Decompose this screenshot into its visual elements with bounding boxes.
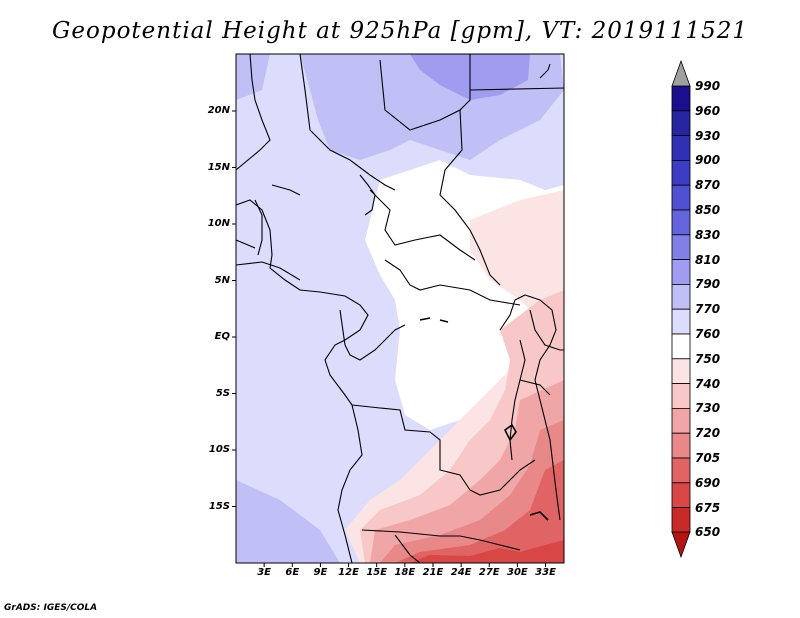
colorbar-box xyxy=(671,159,691,186)
colorbar-box xyxy=(671,184,691,211)
lon-label: 6E xyxy=(285,567,300,578)
lat-label: 10S xyxy=(208,444,230,455)
colorbar-label: 990 xyxy=(695,79,721,93)
colorbar-bottom-arrow xyxy=(671,531,691,559)
field-790-nw xyxy=(236,54,270,100)
field-790-sw xyxy=(236,480,340,563)
lon-label: 9E xyxy=(313,567,328,578)
colorbar-label: 730 xyxy=(695,401,721,416)
chart-title: Geopotential Height at 925hPa [gpm], VT:… xyxy=(52,18,748,44)
lat-label: 15N xyxy=(207,161,230,173)
colorbar-label: 675 xyxy=(695,500,721,515)
colorbar-top-arrow xyxy=(671,59,691,87)
colorbar-label: 750 xyxy=(695,351,721,366)
colorbar-box xyxy=(671,383,691,409)
lat-label: 10N xyxy=(207,218,230,229)
colorbar-box xyxy=(671,85,691,112)
colorbar-label: 930 xyxy=(695,128,721,143)
lat-label: 15S xyxy=(208,500,230,512)
lon-label: 33E xyxy=(535,567,556,578)
colorbar-label: 900 xyxy=(695,153,721,168)
colorbar-box xyxy=(671,358,691,384)
lat-label: EQ xyxy=(214,331,230,342)
colorbar-box xyxy=(671,283,691,310)
colorbar-label: 850 xyxy=(695,203,721,217)
colorbar-box xyxy=(671,407,691,434)
colorbar-label: 760 xyxy=(695,327,721,341)
colorbar-box xyxy=(671,333,691,360)
colorbar-label: 705 xyxy=(695,451,721,465)
colorbar-box xyxy=(671,135,691,161)
colorbar-label: 830 xyxy=(695,227,721,242)
colorbar-label: 810 xyxy=(695,252,721,267)
lakes xyxy=(419,317,549,521)
colorbar-label: 720 xyxy=(695,426,721,441)
colorbar-box xyxy=(671,482,691,508)
colorbar-label: 690 xyxy=(695,475,721,490)
lon-label: 30E xyxy=(507,567,528,578)
colorbar-label: 960 xyxy=(695,103,721,118)
colorbar-label: 650 xyxy=(695,525,721,540)
lat-label: 20N xyxy=(207,105,230,116)
lon-label: 12E xyxy=(338,567,359,578)
colorbar-box xyxy=(671,234,691,261)
colorbar-box xyxy=(671,110,691,137)
lon-label: 21E xyxy=(422,567,444,578)
colorbar-label: 870 xyxy=(695,178,721,193)
field-690-south xyxy=(410,540,564,563)
colorbar-label: 790 xyxy=(695,277,721,292)
colorbar-box xyxy=(671,507,691,533)
plot-frame xyxy=(235,53,565,564)
grads-credit: GrADS: IGES/COLA xyxy=(4,603,98,613)
lon-label: 18E xyxy=(394,567,416,578)
colorbar-label: 740 xyxy=(695,376,721,391)
lon-label: 24E xyxy=(450,567,472,578)
lat-label: 5N xyxy=(214,274,230,286)
colorbar-box xyxy=(671,432,691,459)
lon-label: 3E xyxy=(257,567,272,578)
colorbar-box xyxy=(671,259,691,285)
lat-label: 5S xyxy=(215,387,230,399)
coastline-borders xyxy=(236,54,564,563)
lon-label: 27E xyxy=(478,567,500,578)
colorbar-box xyxy=(671,457,691,484)
colorbar-box xyxy=(671,308,691,335)
field-705-south xyxy=(395,460,564,563)
colorbar-box xyxy=(671,209,691,236)
lon-label: 15E xyxy=(366,567,388,578)
colorbar-label: 770 xyxy=(695,302,721,317)
